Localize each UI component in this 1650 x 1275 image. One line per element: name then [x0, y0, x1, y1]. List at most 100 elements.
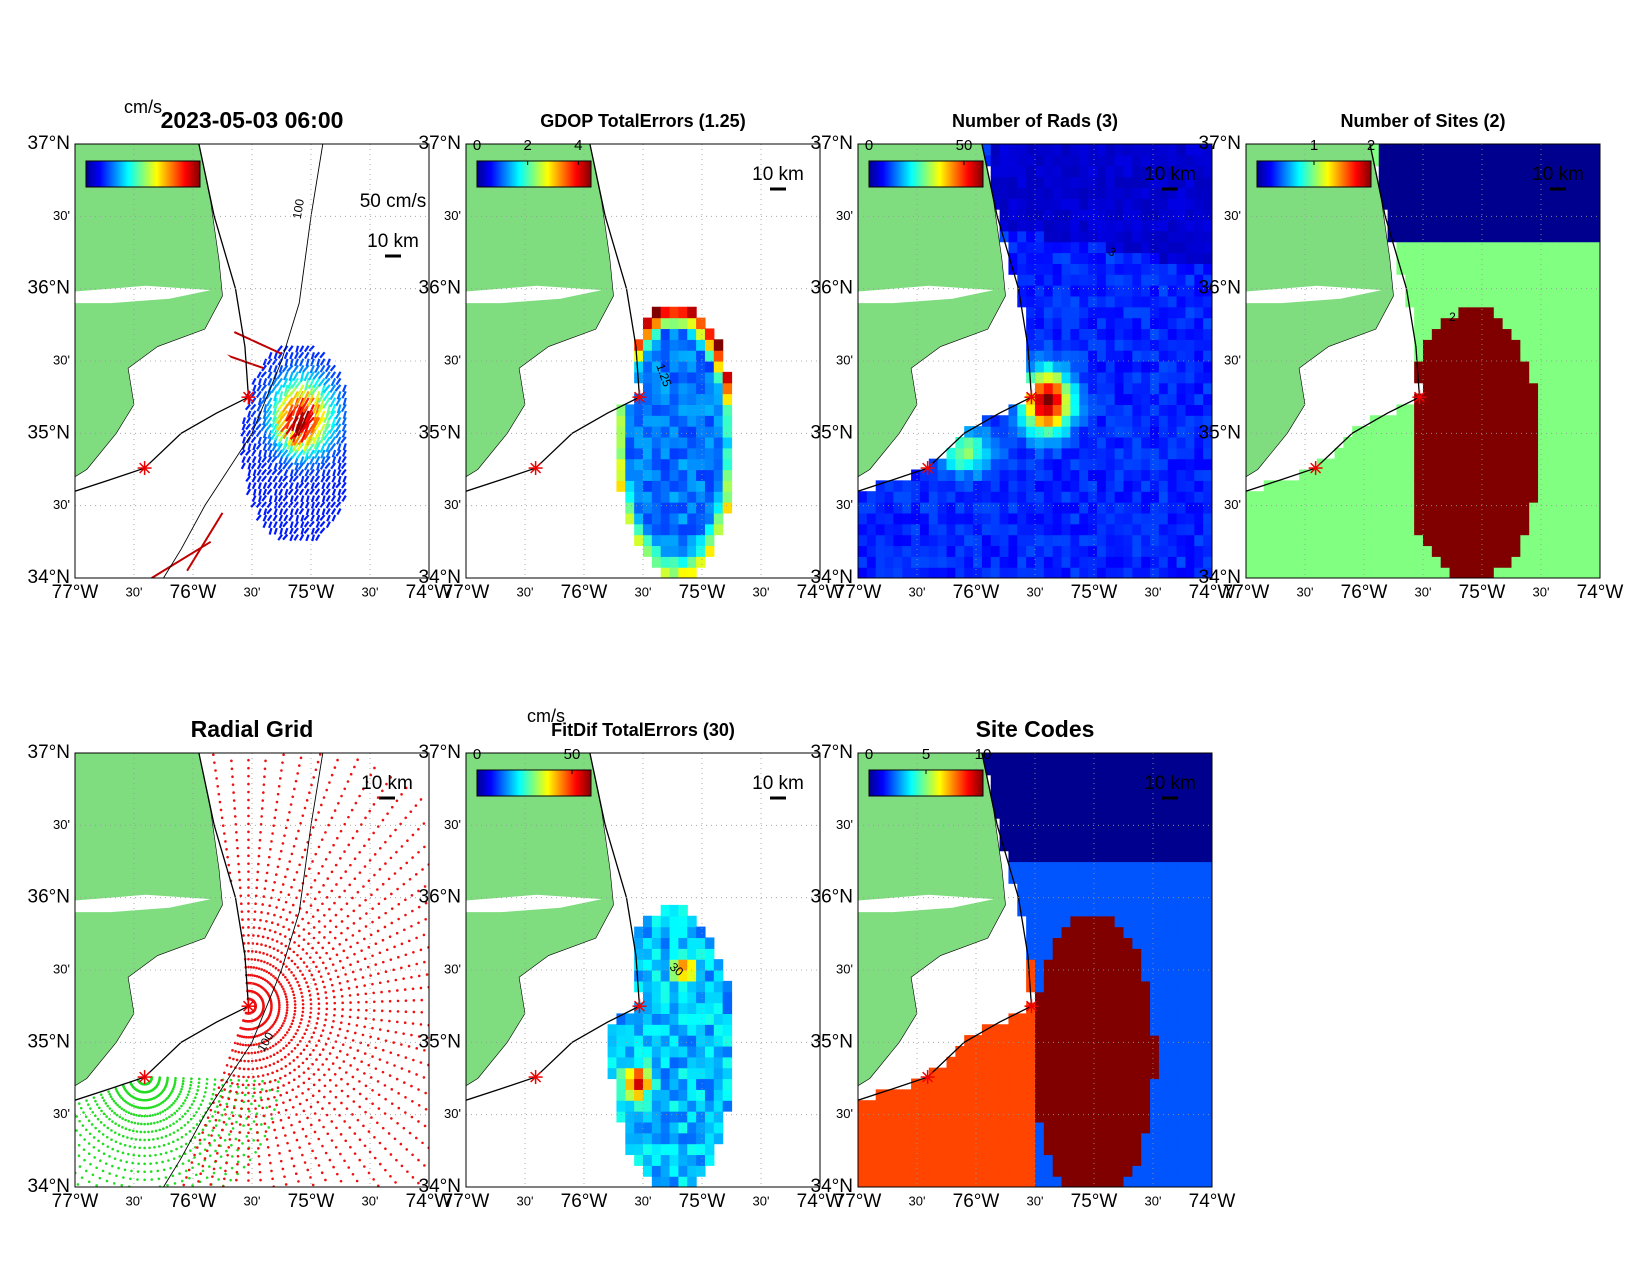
radial-point — [265, 871, 269, 875]
grid-cell — [1070, 502, 1080, 514]
grid-cell — [1150, 144, 1160, 156]
radial-point — [407, 964, 411, 968]
radial-point — [412, 1010, 416, 1014]
grid-cell — [1132, 567, 1142, 578]
grid-cell — [999, 567, 1010, 578]
current-vector — [341, 416, 347, 426]
grid-cell — [1096, 263, 1107, 275]
current-vector — [252, 488, 257, 496]
grid-cell — [1369, 480, 1380, 492]
current-vector — [312, 429, 321, 445]
radial-point — [280, 951, 283, 955]
y-tick-label: 30' — [836, 208, 853, 223]
current-vector — [320, 449, 326, 459]
grid-cell — [1511, 415, 1521, 427]
grid-cell — [1017, 198, 1027, 210]
current-vector — [340, 436, 347, 444]
radial-point — [111, 1097, 114, 1101]
grid-cell — [1387, 458, 1398, 471]
grid-cell — [1272, 534, 1282, 547]
radial-point — [275, 940, 279, 943]
radial-point — [148, 1114, 152, 1118]
radial-point — [128, 1103, 132, 1106]
current-vector — [241, 417, 246, 425]
grid-cell — [704, 436, 715, 449]
grid-cell — [1079, 382, 1089, 395]
radial-point — [197, 1081, 201, 1085]
grid-cell — [1458, 523, 1468, 536]
grid-cell — [1511, 274, 1521, 286]
grid-cell — [1008, 154, 1018, 167]
current-vector — [262, 378, 268, 386]
grid-cell — [1035, 393, 1045, 405]
radial-point — [197, 1085, 200, 1088]
grid-cell — [1176, 545, 1187, 557]
grid-cell — [1203, 219, 1212, 232]
grid-cell — [1035, 512, 1045, 525]
grid-cell — [1070, 274, 1080, 286]
grid-cell — [1281, 502, 1291, 514]
radial-point — [381, 882, 385, 886]
grid-cell — [1008, 252, 1018, 264]
grid-cell — [1043, 339, 1054, 351]
grid-cell — [1493, 404, 1504, 416]
grid-cell — [1141, 198, 1151, 210]
grid-cell — [669, 393, 679, 405]
grid-cell — [1431, 382, 1442, 395]
grid-cell — [722, 371, 733, 384]
grid-cell — [866, 534, 877, 547]
grid-cell — [1150, 415, 1160, 427]
grid-cell — [964, 567, 974, 578]
current-vector — [315, 521, 321, 529]
radial-point — [75, 1129, 78, 1132]
current-vector — [310, 508, 315, 516]
grid-cell — [1194, 328, 1204, 340]
current-vector — [273, 351, 278, 360]
radial-point — [273, 1020, 277, 1024]
grid-cell — [1573, 176, 1583, 188]
grid-cell — [1546, 252, 1557, 264]
radial-point — [415, 936, 418, 940]
grid-cell — [1026, 306, 1036, 319]
current-vector — [334, 410, 342, 420]
grid-cell — [1502, 198, 1513, 210]
grid-cell — [1529, 469, 1539, 481]
grid-cell — [884, 567, 894, 578]
grid-cell — [625, 436, 635, 449]
radial-point — [287, 1053, 290, 1056]
grid-cell — [1061, 545, 1071, 557]
grid-cell — [1176, 263, 1187, 275]
radial-point — [299, 1052, 303, 1055]
grid-cell — [902, 491, 912, 503]
grid-cell — [990, 512, 1001, 525]
grid-cell — [1458, 328, 1468, 340]
radial-point — [348, 994, 352, 997]
grid-cell — [1203, 426, 1212, 438]
current-vector — [314, 475, 321, 483]
grid-cell — [981, 436, 992, 449]
grid-cell — [696, 339, 706, 351]
radial-point — [374, 963, 378, 966]
current-vector — [247, 462, 252, 470]
grid-cell — [1105, 491, 1116, 503]
radial-point — [327, 941, 331, 945]
radial-point — [410, 924, 413, 928]
current-vector — [287, 501, 294, 509]
radial-point — [363, 865, 367, 868]
radial-point — [237, 1075, 240, 1078]
grid-cell — [1591, 523, 1600, 536]
radial-point — [97, 1106, 101, 1110]
colorbar-tick-label: 50 — [956, 137, 973, 154]
grid-cell — [1387, 230, 1398, 243]
grid-cell — [1299, 480, 1309, 492]
current-vector — [314, 488, 321, 496]
current-vector — [299, 358, 305, 367]
grid-cell — [1440, 512, 1451, 525]
radial-point — [171, 1174, 175, 1178]
grid-cell — [1555, 512, 1566, 525]
grid-cell — [964, 469, 974, 481]
grid-cell — [713, 458, 724, 471]
grid-cell — [928, 502, 939, 514]
radial-point — [132, 1104, 136, 1108]
grid-cell — [1325, 502, 1336, 514]
